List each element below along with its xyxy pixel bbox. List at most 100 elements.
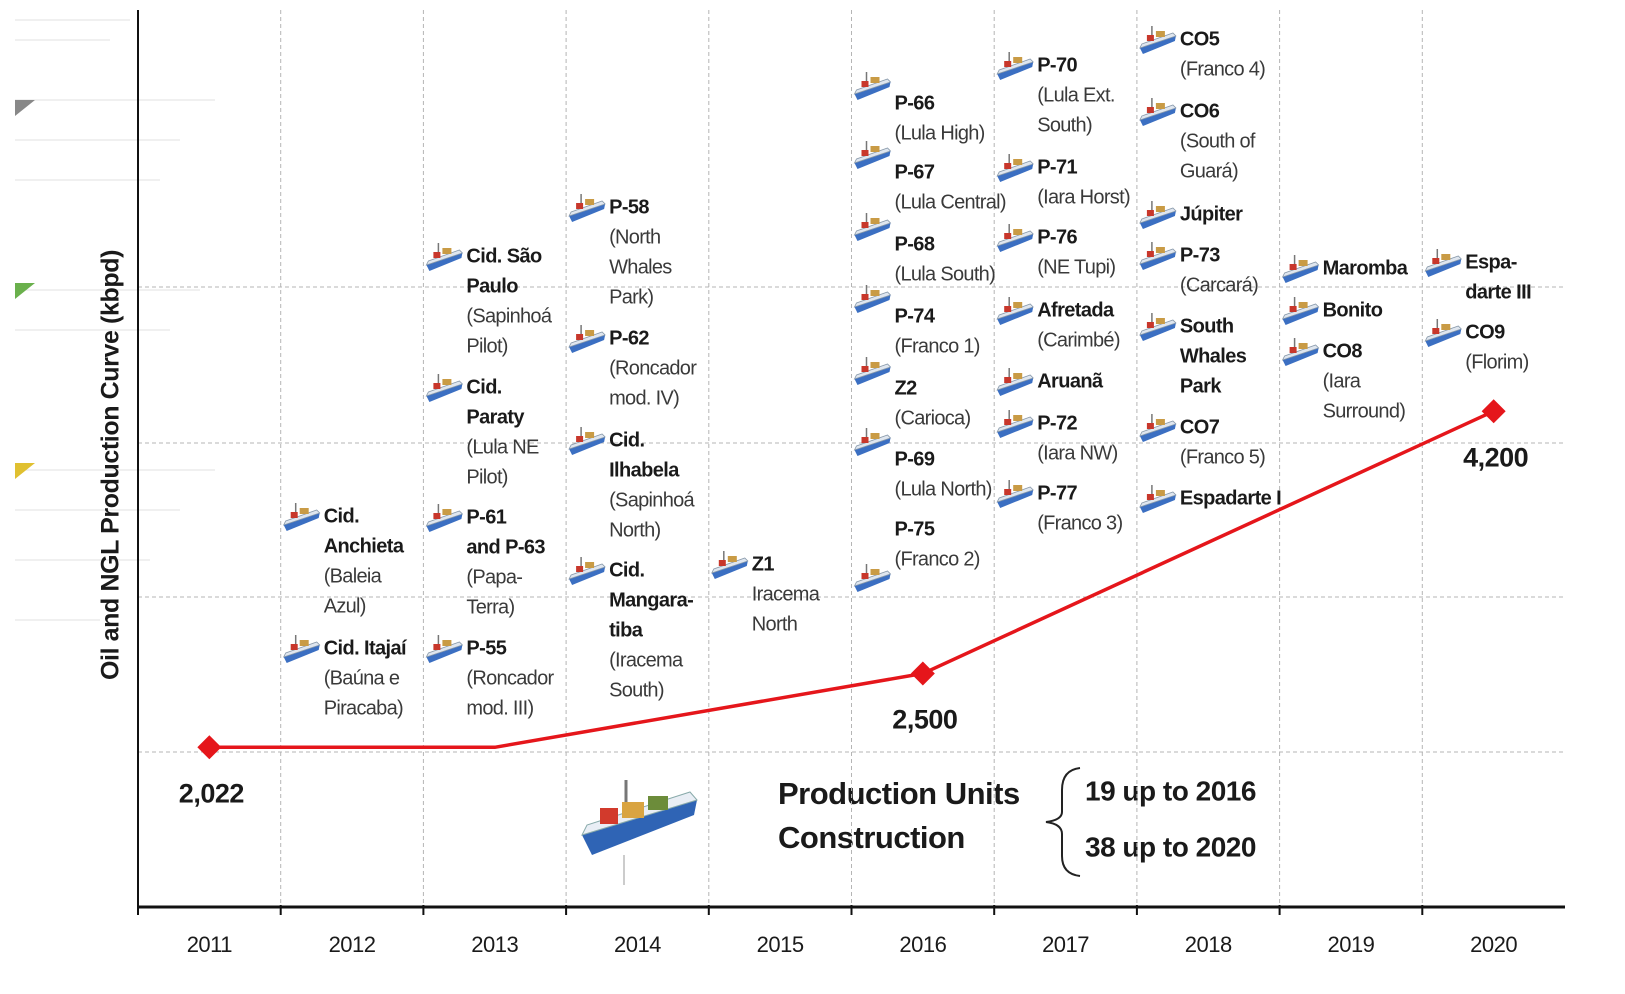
- ship-cargo: [1013, 485, 1022, 491]
- ship-cargo: [1299, 302, 1308, 308]
- ship-icon: [997, 368, 1033, 396]
- unit-name: Mangara-: [609, 589, 693, 611]
- unit-detail: (Franco 3): [1037, 512, 1122, 534]
- unit-name: Paraty: [466, 406, 525, 428]
- ship-illustration: [582, 780, 697, 885]
- unit-detail: (Franco 1): [895, 335, 980, 357]
- ship-cabin: [862, 366, 869, 372]
- unit-detail: (Sapinhoá: [609, 489, 695, 511]
- ship-icon: [1283, 338, 1319, 366]
- ship-cabin: [1004, 419, 1011, 425]
- x-tick-label: 2014: [614, 932, 661, 957]
- unit-name: darte III: [1465, 281, 1531, 303]
- marker-deco: [15, 463, 35, 479]
- ship-cabin: [576, 566, 583, 572]
- ship-cabin: [1147, 251, 1154, 257]
- ship-cabin: [862, 222, 869, 228]
- ship-icon: [1140, 242, 1176, 270]
- ship-cargo: [1156, 103, 1165, 109]
- ship-icon: [997, 480, 1033, 508]
- unit-detail: (Lula North): [895, 478, 992, 500]
- ship-cabin: [1004, 489, 1011, 495]
- ship-cabin: [862, 437, 869, 443]
- x-tick-label: 2015: [757, 932, 804, 957]
- annotation-count: 19 up to 2016: [1085, 775, 1256, 806]
- unit-detail: (Lula NE: [466, 436, 539, 458]
- unit-name: Maromba: [1323, 257, 1409, 279]
- ship-cabin: [1147, 322, 1154, 328]
- ship-cargo: [1156, 31, 1165, 37]
- ship-cargo: [871, 569, 880, 575]
- unit-detail: Iracema: [752, 583, 821, 605]
- ship-cabin: [576, 334, 583, 340]
- unit-detail: (Carimbé): [1037, 329, 1120, 351]
- ship-cabin: [862, 81, 869, 87]
- ship-cargo: [871, 77, 880, 83]
- data-label: 2,022: [179, 778, 244, 808]
- unit-name: P-76: [1037, 226, 1077, 248]
- data-label: 2,500: [892, 705, 957, 735]
- unit-name: Anchieta: [324, 535, 405, 557]
- ship-icon: [997, 224, 1033, 252]
- ship-icon: [855, 213, 891, 241]
- unit-name: Cid.: [466, 376, 501, 398]
- ship-cargo: [442, 640, 451, 646]
- ship-cabin: [1147, 494, 1154, 500]
- unit-name: CO8: [1323, 340, 1363, 362]
- unit-detail: (Carioca): [895, 407, 971, 429]
- unit-name: P-71: [1037, 156, 1077, 178]
- y-axis-label: Oil and NGL Production Curve (kbpd): [97, 250, 125, 680]
- data-label: 4,200: [1463, 442, 1528, 472]
- point-marker: [197, 735, 221, 759]
- ship-cabin: [291, 644, 298, 650]
- unit-detail: (Franco 2): [895, 548, 980, 570]
- brace: [1046, 768, 1080, 876]
- ship-cargo: [871, 362, 880, 368]
- ship-icon: [1283, 255, 1319, 283]
- ship-cargo: [871, 218, 880, 224]
- unit-detail: (Baleia: [324, 565, 383, 587]
- unit-name: Afretada: [1037, 299, 1115, 321]
- unit-name: P-68: [895, 233, 935, 255]
- unit-name: Cid.: [609, 429, 644, 451]
- ship-cabin: [862, 150, 869, 156]
- unit-name: P-74: [895, 305, 936, 327]
- unit-detail: (NE Tupi): [1037, 256, 1115, 278]
- ship-cabin: [1290, 264, 1297, 270]
- ship-cargo: [728, 556, 737, 562]
- ship-cabin: [1004, 377, 1011, 383]
- ship-icon: [426, 374, 462, 402]
- unit-name: P-61: [466, 506, 506, 528]
- ship-cargo: [1156, 419, 1165, 425]
- unit-name: P-72: [1037, 412, 1077, 434]
- unit-name: Park: [1180, 375, 1222, 397]
- annotation-count: 38 up to 2020: [1085, 831, 1256, 862]
- unit-name: Z1: [752, 553, 775, 575]
- ship-cabin: [433, 252, 440, 258]
- unit-detail: (Franco 4): [1180, 58, 1265, 80]
- ship-cargo: [871, 290, 880, 296]
- ship-cargo: [300, 640, 309, 646]
- ship-icon: [855, 564, 891, 592]
- ship-cargo: [1441, 324, 1450, 330]
- ship-cabin: [1290, 306, 1297, 312]
- ship-icon: [569, 194, 605, 222]
- ship-cargo: [442, 509, 451, 515]
- unit-detail: (Carcará): [1180, 274, 1258, 296]
- ship-cabin: [576, 436, 583, 442]
- unit-name: P-67: [895, 161, 935, 183]
- unit-detail: Piracaba): [324, 697, 403, 719]
- marker-deco: [15, 283, 35, 299]
- unit-name: South: [1180, 315, 1234, 337]
- ship-icon: [426, 635, 462, 663]
- unit-name: Espadarte I: [1180, 487, 1281, 509]
- ship-icon: [1140, 485, 1176, 513]
- x-tick-label: 2018: [1185, 932, 1232, 957]
- unit-detail: Whales: [609, 256, 672, 278]
- unit-detail: (South of: [1180, 130, 1256, 152]
- ship-icon: [1140, 414, 1176, 442]
- ship-icon: [712, 551, 748, 579]
- x-tick-label: 2011: [187, 932, 233, 957]
- unit-detail: Guará): [1180, 160, 1238, 182]
- ship-cargo: [871, 146, 880, 152]
